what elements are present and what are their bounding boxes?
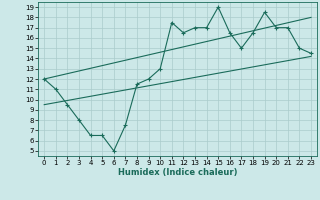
X-axis label: Humidex (Indice chaleur): Humidex (Indice chaleur) — [118, 168, 237, 177]
